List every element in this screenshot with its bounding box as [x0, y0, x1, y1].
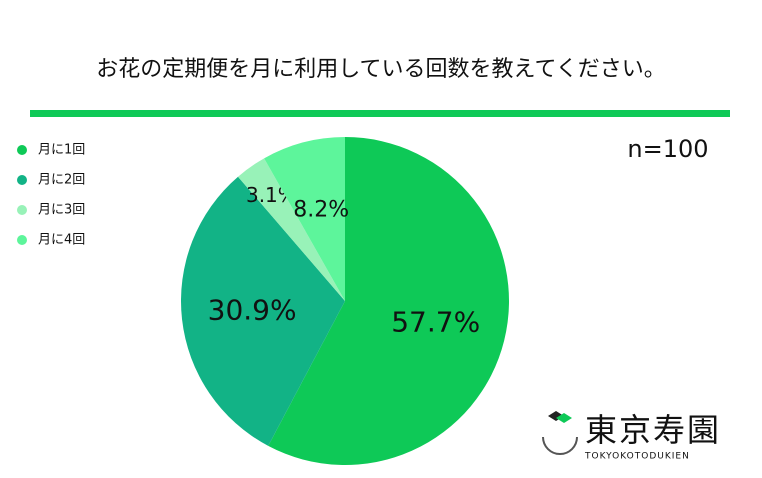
sample-size: n=100 [627, 135, 708, 163]
legend-marker [17, 205, 27, 215]
chart-title: お花の定期便を月に利用している回数を教えてください。 [96, 57, 666, 82]
pie-slice [268, 137, 509, 465]
legend-marker [17, 145, 27, 155]
legend-label: 月に1回 [38, 143, 85, 158]
title-underline [30, 110, 730, 117]
logo-icon [542, 436, 578, 455]
data-label: 57.7% [391, 306, 480, 339]
legend-label: 月に2回 [38, 173, 85, 188]
logo: 東京寿園 TOKYOKOTODUKIEN [542, 411, 721, 462]
legend-marker [17, 175, 27, 185]
pie-slice [264, 137, 345, 301]
legend-label: 月に3回 [38, 203, 85, 218]
logo-romaji: TOKYOKOTODUKIEN [584, 452, 690, 462]
data-label: 8.2% [293, 198, 349, 223]
legend-marker [17, 235, 27, 245]
logo-icon [556, 413, 572, 423]
data-label: 30.9% [208, 293, 297, 326]
pie-slice [238, 158, 345, 301]
logo-name: 東京寿園 [585, 411, 721, 449]
pie-slice [180, 176, 345, 446]
legend-label: 月に4回 [38, 233, 85, 248]
